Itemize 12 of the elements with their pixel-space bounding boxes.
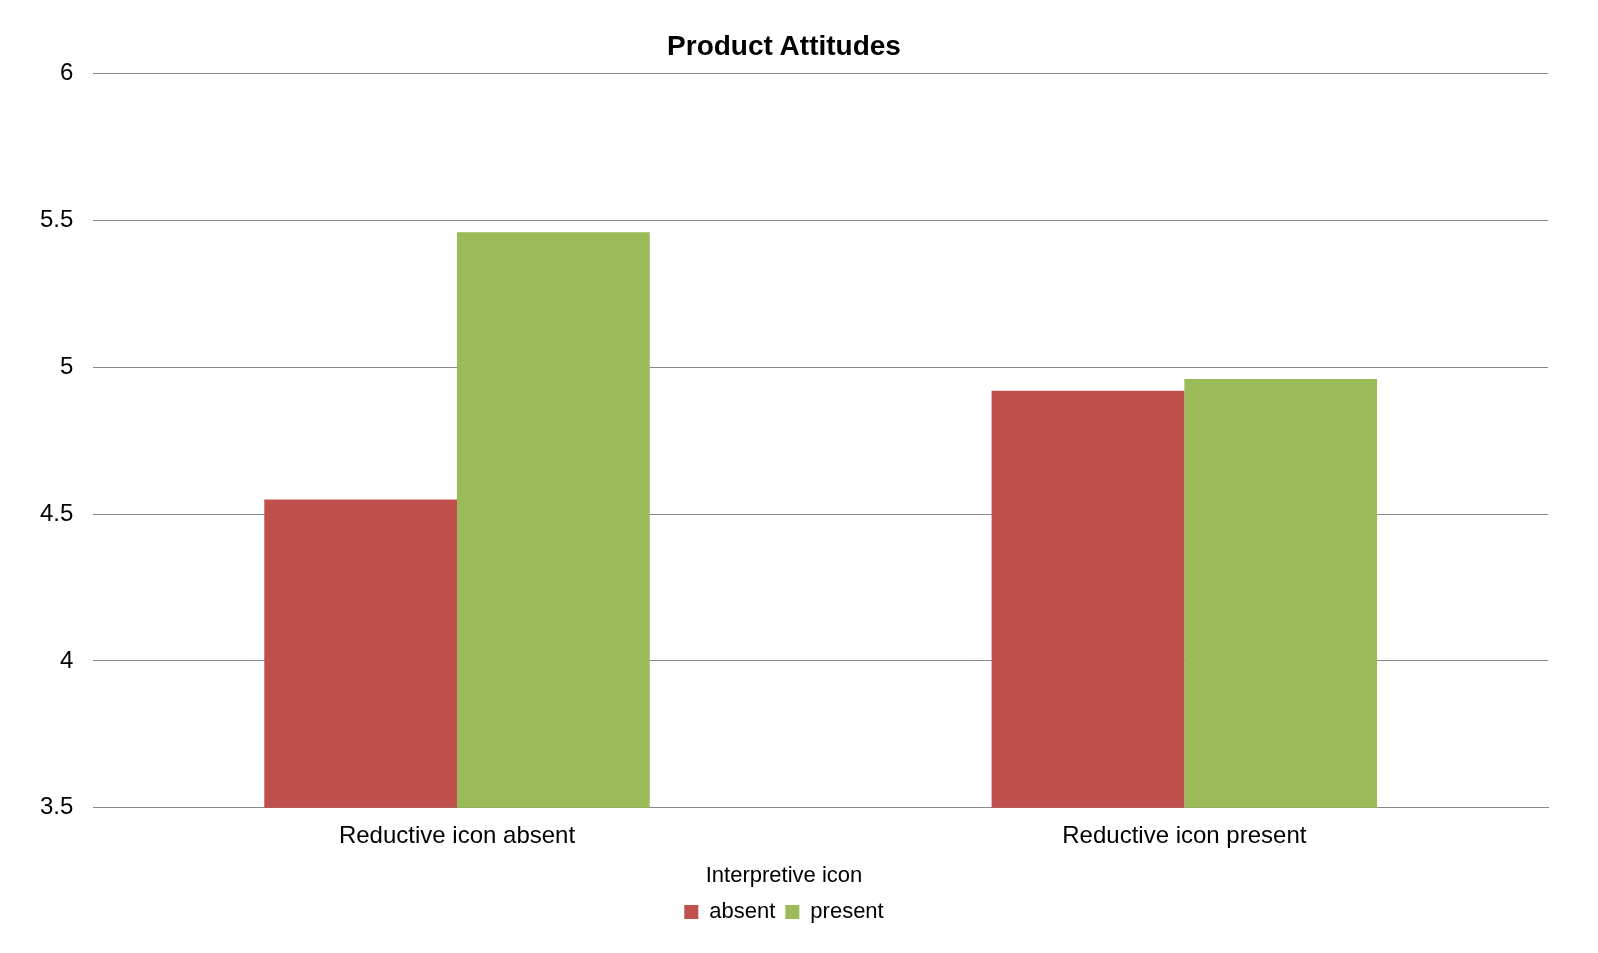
- x-tick-label: Reductive icon present: [1062, 820, 1307, 848]
- legend-label: present: [810, 898, 884, 924]
- chart-title: Product Attitudes: [667, 29, 901, 61]
- y-tick-label: 5.5: [39, 205, 74, 233]
- y-tick-label: 4.5: [39, 498, 74, 526]
- y-tick-label: 5: [60, 351, 74, 379]
- x-tick-label: Reductive icon absent: [338, 820, 576, 848]
- y-tick-label: 3.5: [39, 792, 74, 820]
- legend-title: Interpretive icon: [705, 861, 863, 887]
- y-tick-label: 6: [60, 58, 74, 86]
- y-tick-label: 4: [60, 645, 74, 673]
- legend-label: absent: [709, 898, 776, 924]
